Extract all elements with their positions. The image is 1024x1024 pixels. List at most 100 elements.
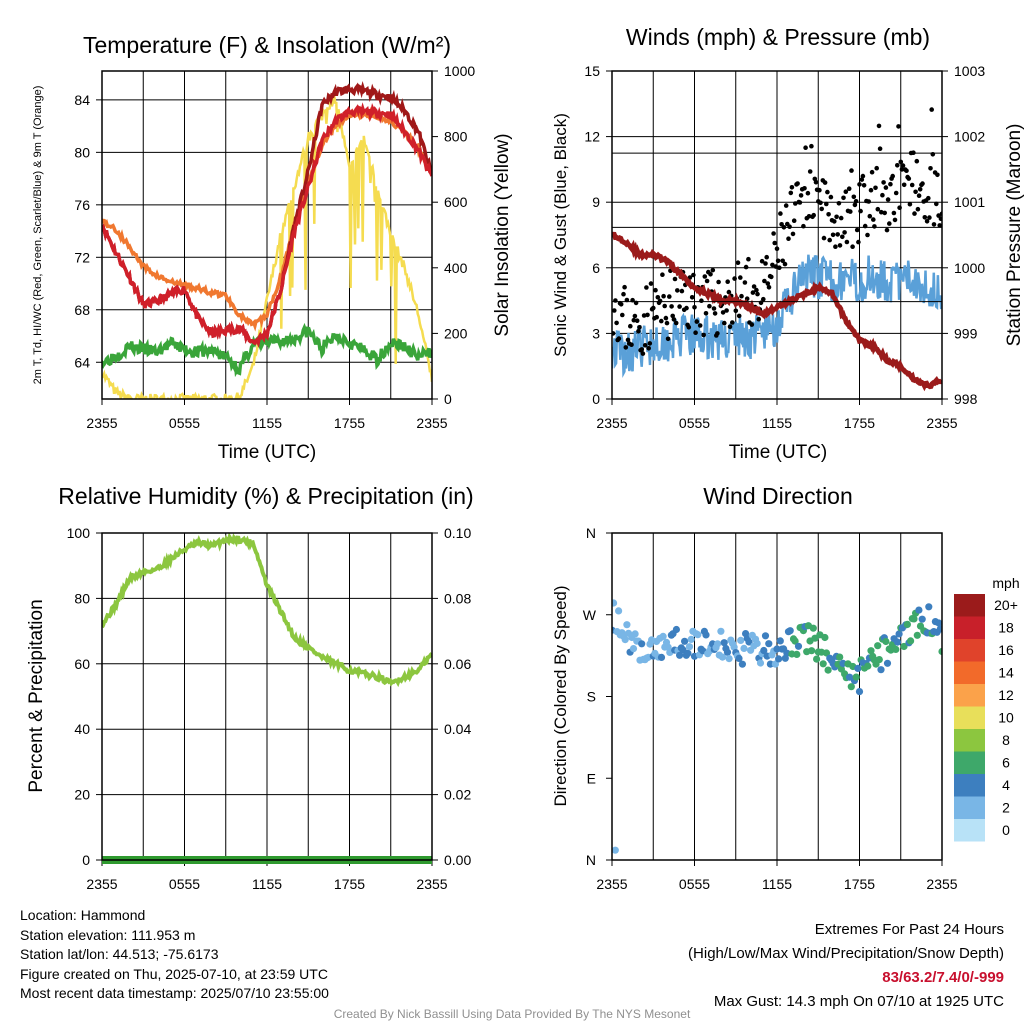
direction-point [913, 631, 921, 639]
gust-point [891, 210, 897, 216]
gust-point [622, 284, 627, 290]
gust-point [827, 237, 832, 243]
gust-point [802, 186, 807, 191]
gust-point [867, 213, 873, 219]
gust-point [904, 168, 909, 173]
gust-point [766, 285, 772, 290]
direction-point [893, 638, 902, 646]
gust-point [697, 323, 703, 328]
gust-point [743, 264, 749, 270]
gust-point [726, 289, 732, 295]
extremes-box: Extremes For Past 24 Hours (High/Low/Max… [688, 918, 1004, 1014]
y-tick-label: 64 [74, 354, 90, 370]
gust-point [620, 312, 625, 318]
gust-point [712, 311, 718, 316]
direction-point [895, 630, 903, 638]
direction-point [882, 637, 890, 646]
direction-point [776, 637, 784, 645]
gust-point [790, 231, 796, 237]
direction-point [813, 655, 821, 663]
x-tick-label: 2355 [926, 415, 957, 431]
y2-tick-label: 1002 [954, 129, 985, 145]
y-tick-label: 0 [82, 852, 90, 868]
gust-point [861, 183, 867, 188]
gust-point [625, 337, 631, 343]
gust-point [771, 231, 776, 236]
station-location: Location: Hammond [20, 907, 146, 923]
colorbar-label: 6 [1002, 755, 1010, 771]
direction-point [687, 635, 695, 644]
temperature-xlabel: Time (UTC) [218, 442, 317, 463]
extremes-subtitle: (High/Low/Max Wind/Precipitation/Snow De… [688, 945, 1004, 962]
gust-point [660, 272, 665, 278]
gust-point [843, 189, 849, 194]
direction-point [791, 637, 799, 645]
colorbar-label: 4 [1002, 777, 1010, 793]
grid [612, 152, 942, 860]
x-tick-label: 1155 [762, 876, 792, 892]
x-tick-label: 2355 [596, 876, 627, 892]
gust-point [832, 219, 837, 224]
direction-point [737, 636, 745, 645]
gust-point [722, 320, 727, 326]
x-tick-label: 2355 [416, 415, 447, 431]
direction-point [819, 660, 827, 668]
direction-point [809, 624, 817, 632]
direction-point [822, 649, 831, 657]
gust-point [654, 314, 659, 320]
gust-point [893, 190, 899, 196]
y2-tick-label: 0.08 [444, 590, 471, 606]
gust-point [824, 201, 829, 207]
gust-point [703, 311, 709, 316]
direction-point [867, 647, 875, 655]
gust-point [836, 201, 842, 206]
y-tick-label: W [583, 607, 597, 623]
gust-point [739, 293, 744, 299]
colorbar-label: 12 [998, 687, 1014, 703]
direction-point [900, 642, 908, 651]
gust-point [934, 201, 939, 207]
direction-point [723, 648, 732, 656]
gust-point [913, 189, 918, 195]
x-tick-label: 1755 [844, 415, 875, 431]
direction-point [892, 645, 900, 654]
gust-point [835, 232, 840, 237]
gust-point [811, 212, 816, 218]
direction-point [756, 659, 765, 667]
colorbar-swatch [954, 661, 985, 684]
gust-point [787, 224, 792, 229]
gust-point [772, 240, 777, 246]
direction-point [775, 655, 783, 663]
direction-ylabel-left: Direction (Colored By Speed) [551, 585, 570, 806]
gust-point [813, 179, 819, 185]
winds-panel: Winds (mph) & Pressure (mb) Sonic Wind &… [551, 24, 1024, 463]
direction-point [621, 636, 629, 644]
direction-point [854, 664, 862, 673]
direction-point [773, 645, 781, 653]
gust-point [661, 293, 666, 299]
gust-point [907, 201, 913, 207]
direction-point [852, 673, 860, 681]
y2-tick-label: 1000 [954, 260, 985, 276]
gust-point [846, 186, 852, 191]
temperature-line [102, 102, 432, 348]
gust-point [912, 211, 917, 216]
gust-point [694, 319, 700, 324]
gust-point [621, 291, 626, 297]
x-tick-label: 0555 [679, 415, 710, 431]
x-tick-label: 1755 [334, 415, 365, 431]
gust-point [838, 215, 844, 221]
winds-ylabel-left: Sonic Wind & Gust (Blue, Black) [551, 113, 570, 357]
y-tick-label: 80 [74, 590, 90, 606]
x-tick-label: 0555 [679, 876, 710, 892]
gust-point [854, 227, 860, 233]
y-tick-label: N [586, 525, 596, 541]
gust-point [834, 214, 839, 220]
gust-point [892, 217, 898, 223]
gust-point [613, 298, 618, 303]
direction-point [672, 625, 681, 634]
colorbar-label: 2 [1002, 800, 1010, 816]
direction-point [808, 647, 816, 655]
gust-point [798, 193, 804, 198]
